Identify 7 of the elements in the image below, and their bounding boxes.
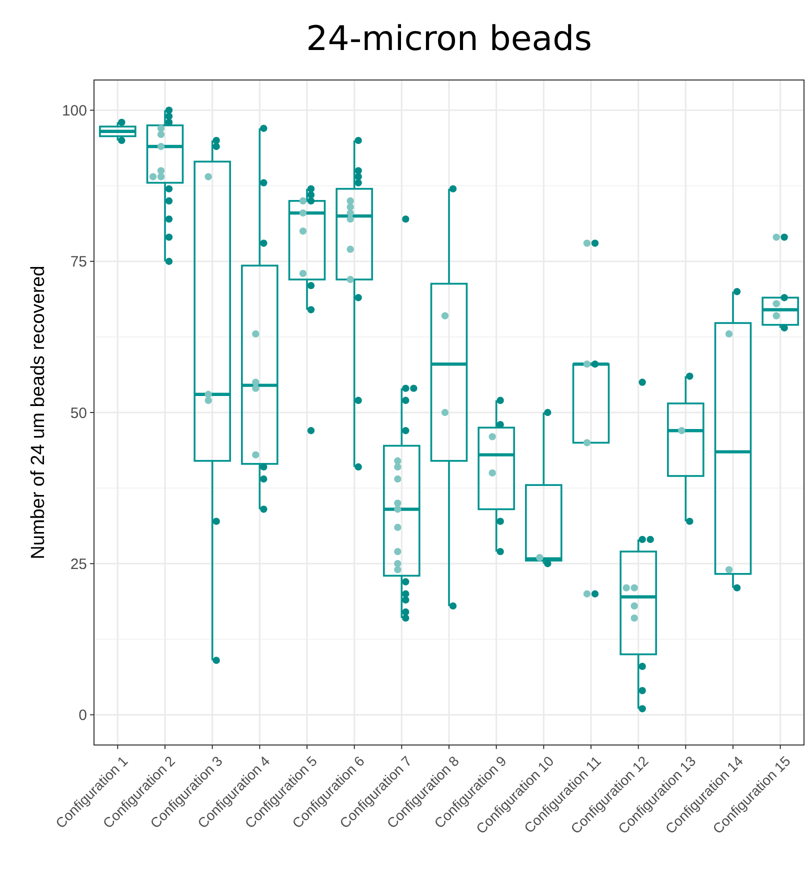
chart-title: 24-micron beads <box>306 19 592 59</box>
y-tick-label: 100 <box>62 102 87 120</box>
y-tick-label: 50 <box>70 404 87 422</box>
y-tick-label: 0 <box>78 707 87 724</box>
y-tick-label: 25 <box>70 556 87 573</box>
y-axis-title: Number of 24 um beads recovered <box>28 266 49 560</box>
y-tick-label: 75 <box>70 254 87 271</box>
